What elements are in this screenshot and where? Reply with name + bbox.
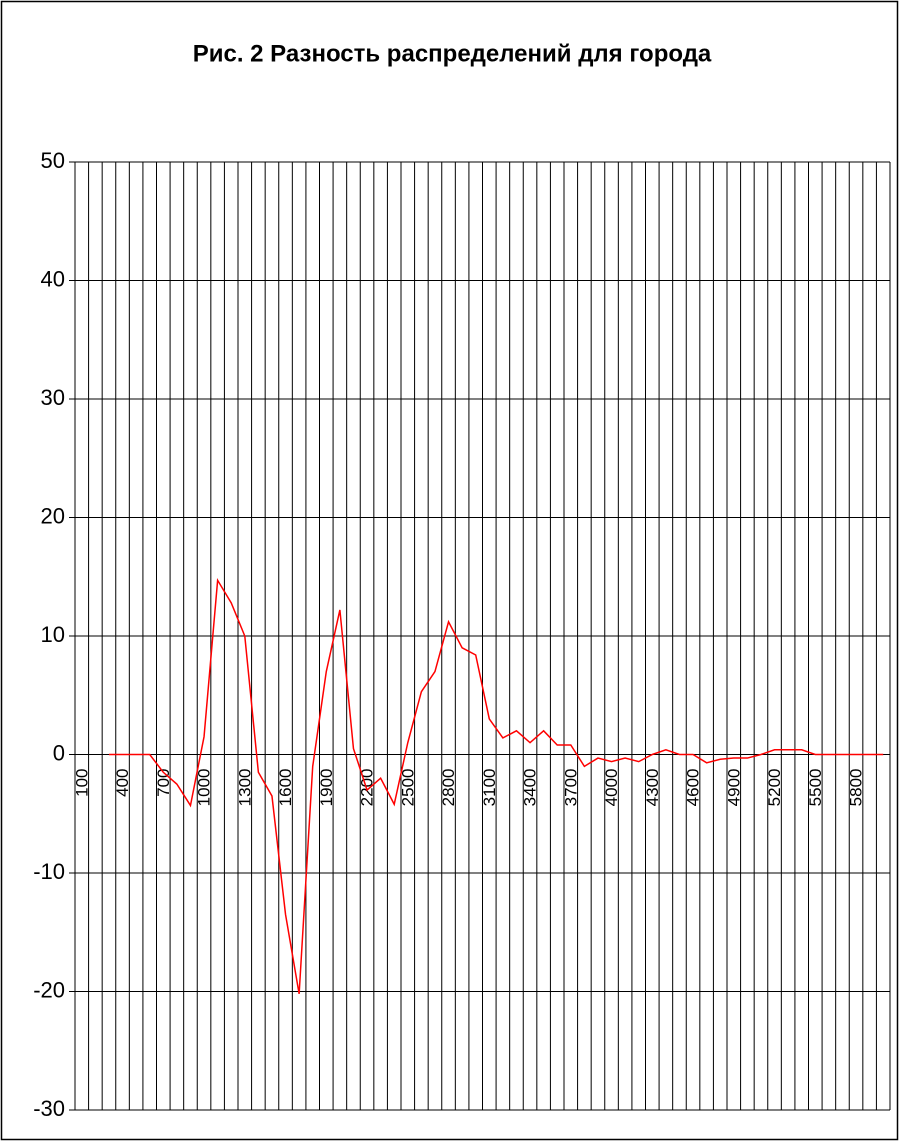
y-tick-label: 20 [41, 503, 65, 528]
x-tick-label: 1300 [235, 769, 254, 807]
x-tick-label: 2200 [358, 769, 377, 807]
y-tick-label: -20 [33, 977, 65, 1002]
x-tick-label: 100 [72, 769, 91, 797]
x-tick-label: 5800 [847, 769, 866, 807]
x-tick-label: 5200 [765, 769, 784, 807]
y-tick-label: 30 [41, 385, 65, 410]
x-tick-label: 400 [113, 769, 132, 797]
y-tick-label: 10 [41, 622, 65, 647]
chart-title: Рис. 2 Разность распределений для города [193, 40, 712, 67]
x-tick-label: 1000 [195, 769, 214, 807]
x-tick-label: 5500 [806, 769, 825, 807]
y-tick-label: 50 [41, 148, 65, 173]
x-tick-label: 2800 [439, 769, 458, 807]
x-tick-label: 4900 [724, 769, 743, 807]
x-tick-label: 2500 [398, 769, 417, 807]
x-tick-label: 3700 [561, 769, 580, 807]
x-tick-label: 4300 [643, 769, 662, 807]
x-tick-label: 3100 [480, 769, 499, 807]
x-tick-label: 3400 [521, 769, 540, 807]
y-tick-label: -30 [33, 1096, 65, 1121]
y-tick-label: -10 [33, 859, 65, 884]
y-tick-label: 40 [41, 266, 65, 291]
x-tick-label: 1600 [276, 769, 295, 807]
data-line [108, 577, 884, 994]
x-tick-label: 1900 [317, 769, 336, 807]
x-tick-label: 4000 [602, 769, 621, 807]
x-tick-label: 4600 [684, 769, 703, 807]
y-tick-label: 0 [53, 740, 65, 765]
